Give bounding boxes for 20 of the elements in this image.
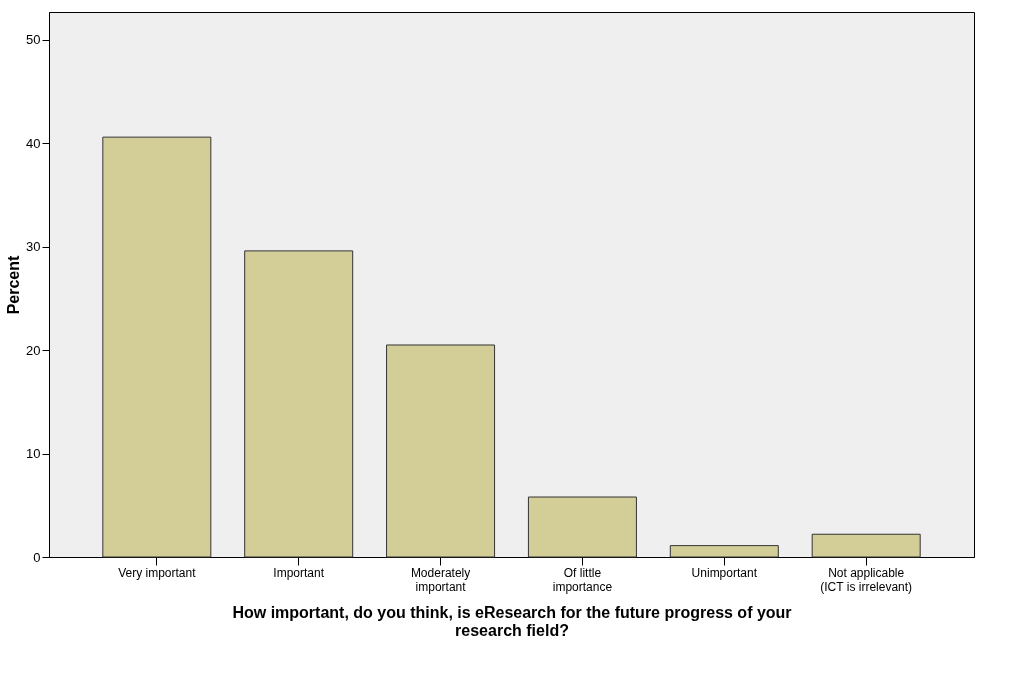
bar	[102, 136, 212, 558]
y-tick-label: 30	[26, 239, 41, 255]
x-axis-title: How important, do you think, is eResearch for the future progress of your research field?	[232, 603, 792, 639]
x-tick-label: Very important	[118, 565, 197, 580]
bar	[386, 344, 496, 558]
bar	[811, 533, 921, 558]
y-tick-label: 50	[26, 32, 41, 48]
y-tick-label: 10	[26, 446, 41, 462]
bar	[244, 250, 354, 558]
y-axis-title: Percent	[5, 254, 23, 315]
y-tick-label: 40	[26, 135, 41, 151]
x-tick-label: Moderately important	[410, 565, 471, 594]
x-tick-label: Not applicable (ICT is irrelevant)	[820, 565, 913, 594]
x-tick-label: Of little importance	[552, 565, 613, 594]
bar	[527, 496, 637, 558]
x-tick-label: Important	[273, 565, 325, 580]
y-tick-label: 20	[26, 342, 41, 358]
x-tick-label: Unimportant	[691, 565, 758, 580]
bar	[669, 545, 779, 558]
y-tick-label: 0	[33, 549, 41, 565]
